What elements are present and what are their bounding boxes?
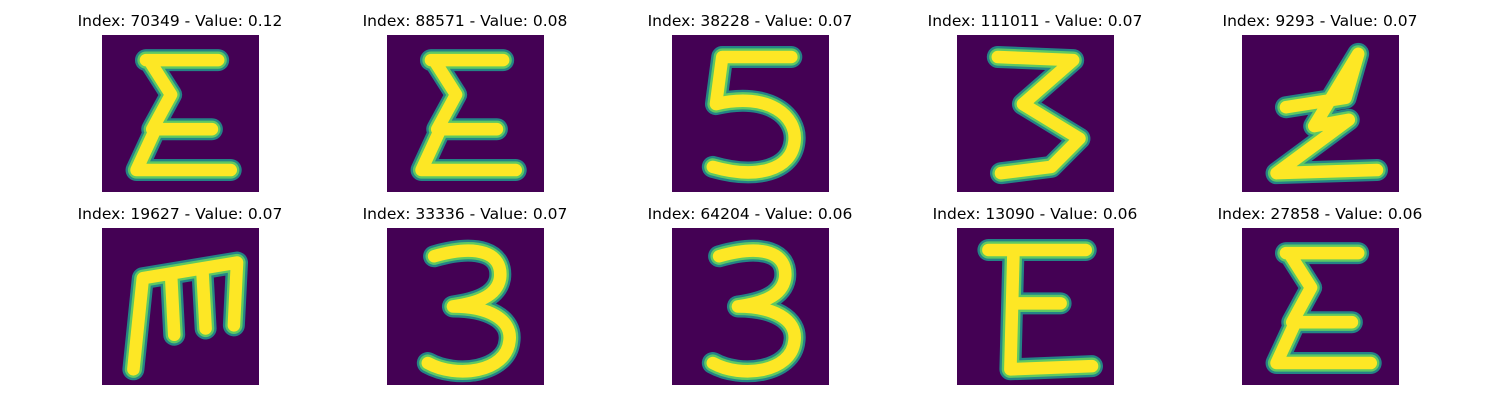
image-panel: Index: 13090 - Value: 0.06	[885, 193, 1185, 385]
panel-title: Index: 13090 - Value: 0.06	[932, 205, 1138, 223]
panel-title: Index: 88571 - Value: 0.08	[362, 12, 568, 30]
glyph-sigma-e	[125, 49, 242, 182]
glyph-sigma-e	[1265, 242, 1382, 375]
panel-title: Index: 9293 - Value: 0.07	[1222, 12, 1418, 30]
panel-title: Index: 38228 - Value: 0.07	[647, 12, 853, 30]
panel-title: Index: 70349 - Value: 0.12	[77, 12, 283, 30]
image-panel: Index: 9293 - Value: 0.07	[1170, 0, 1470, 192]
image-panel: Index: 70349 - Value: 0.12	[30, 0, 330, 192]
handwritten-glyph-image	[672, 35, 829, 192]
glyph-three	[416, 239, 521, 383]
handwritten-glyph-image	[1242, 228, 1399, 385]
handwritten-glyph-image	[387, 35, 544, 192]
handwritten-glyph-image	[102, 35, 259, 192]
handwritten-glyph-image	[387, 228, 544, 385]
panel-title: Index: 111011 - Value: 0.07	[927, 12, 1143, 30]
image-panel: Index: 38228 - Value: 0.07	[600, 0, 900, 192]
handwritten-glyph-image	[957, 228, 1114, 385]
image-panel: Index: 88571 - Value: 0.08	[315, 0, 615, 192]
image-panel: Index: 19627 - Value: 0.07	[30, 193, 330, 385]
handwritten-glyph-image	[1242, 35, 1399, 192]
image-panel: Index: 64204 - Value: 0.06	[600, 193, 900, 385]
glyph-three-zigzag	[986, 45, 1091, 185]
glyph-three	[701, 239, 806, 383]
image-panel: Index: 33336 - Value: 0.07	[315, 193, 615, 385]
glyph-sigma-e	[410, 49, 527, 182]
panel-title: Index: 27858 - Value: 0.06	[1217, 205, 1423, 223]
handwritten-glyph-image	[102, 228, 259, 385]
handwritten-glyph-image	[957, 35, 1114, 192]
panel-title: Index: 33336 - Value: 0.07	[362, 205, 568, 223]
panel-title: Index: 64204 - Value: 0.06	[647, 205, 853, 223]
image-panel: Index: 111011 - Value: 0.07	[885, 0, 1185, 192]
glyph-five	[701, 45, 806, 184]
image-panel: Index: 27858 - Value: 0.06	[1170, 193, 1470, 385]
handwritten-glyph-image	[672, 228, 829, 385]
glyph-z-zigzag	[1265, 42, 1389, 185]
panel-title: Index: 19627 - Value: 0.07	[77, 205, 283, 223]
glyph-e-shape	[977, 238, 1104, 381]
glyph-m-shape	[122, 251, 249, 381]
